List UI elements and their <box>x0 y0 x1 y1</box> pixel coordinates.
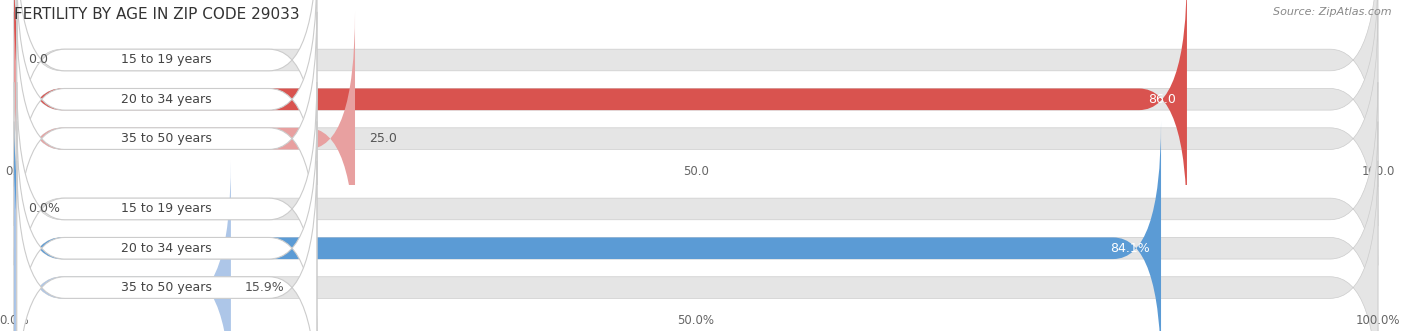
FancyBboxPatch shape <box>17 12 316 265</box>
FancyBboxPatch shape <box>17 0 316 226</box>
Text: 84.1%: 84.1% <box>1111 242 1150 255</box>
FancyBboxPatch shape <box>14 161 231 331</box>
FancyBboxPatch shape <box>17 0 316 187</box>
Text: FERTILITY BY AGE IN ZIP CODE 29033: FERTILITY BY AGE IN ZIP CODE 29033 <box>14 7 299 22</box>
FancyBboxPatch shape <box>17 121 316 331</box>
FancyBboxPatch shape <box>14 12 1378 265</box>
Text: 35 to 50 years: 35 to 50 years <box>121 281 212 294</box>
Text: 15 to 19 years: 15 to 19 years <box>121 203 212 215</box>
FancyBboxPatch shape <box>14 161 1378 331</box>
FancyBboxPatch shape <box>14 0 1378 226</box>
FancyBboxPatch shape <box>14 0 1187 226</box>
FancyBboxPatch shape <box>14 82 1378 331</box>
Text: 20 to 34 years: 20 to 34 years <box>121 93 212 106</box>
FancyBboxPatch shape <box>14 121 1378 331</box>
Text: 86.0: 86.0 <box>1149 93 1175 106</box>
Text: 15 to 19 years: 15 to 19 years <box>121 54 212 67</box>
Text: 15.9%: 15.9% <box>245 281 284 294</box>
Text: 35 to 50 years: 35 to 50 years <box>121 132 212 145</box>
FancyBboxPatch shape <box>17 82 316 331</box>
FancyBboxPatch shape <box>14 0 1378 187</box>
Text: 20 to 34 years: 20 to 34 years <box>121 242 212 255</box>
FancyBboxPatch shape <box>17 161 316 331</box>
FancyBboxPatch shape <box>14 12 354 265</box>
FancyBboxPatch shape <box>14 121 1161 331</box>
Text: 25.0: 25.0 <box>368 132 396 145</box>
Text: Source: ZipAtlas.com: Source: ZipAtlas.com <box>1274 7 1392 17</box>
Text: 0.0%: 0.0% <box>28 203 59 215</box>
Text: 0.0: 0.0 <box>28 54 48 67</box>
